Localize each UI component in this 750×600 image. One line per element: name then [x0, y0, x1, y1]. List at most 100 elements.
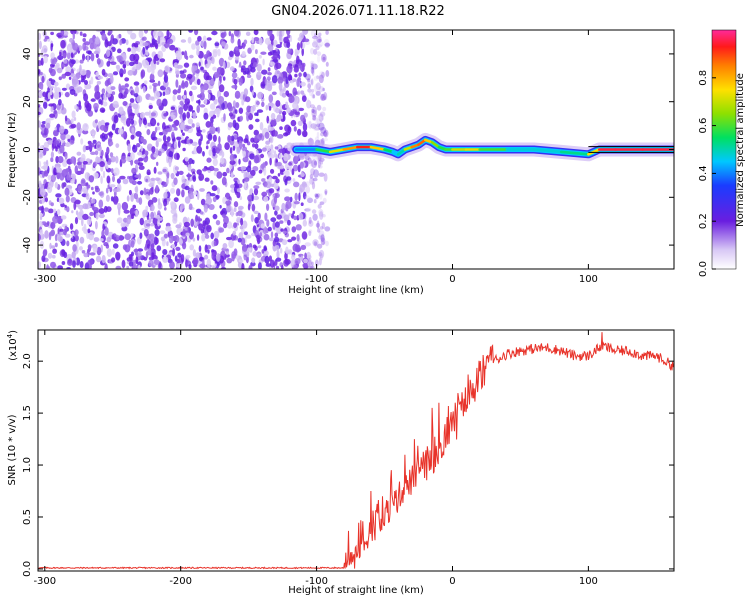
noise-blob — [187, 217, 190, 223]
noise-blob — [264, 212, 268, 222]
noise-blob — [116, 64, 121, 73]
noise-blob — [99, 161, 105, 168]
noise-blob — [71, 210, 74, 214]
noise-blob — [312, 239, 319, 247]
noise-blob — [135, 59, 139, 65]
noise-blob — [158, 132, 164, 136]
noise-blob — [83, 252, 89, 258]
noise-blob — [266, 219, 270, 227]
noise-blob — [237, 210, 243, 217]
noise-blob — [139, 112, 145, 119]
noise-blob — [99, 124, 106, 131]
noise-blob — [129, 61, 135, 67]
noise-blob — [310, 104, 315, 109]
noise-blob — [189, 54, 194, 59]
noise-blob — [267, 151, 273, 159]
noise-blob — [255, 181, 262, 185]
noise-blob — [303, 258, 308, 264]
noise-blob — [228, 112, 234, 117]
noise-blob — [50, 261, 56, 269]
noise-blob — [59, 125, 65, 134]
noise-blob — [61, 103, 64, 111]
noise-blob — [307, 255, 312, 259]
noise-blob — [88, 142, 95, 148]
noise-blob — [248, 124, 254, 130]
signal-segment — [417, 138, 427, 146]
noise-blob — [80, 138, 84, 145]
noise-blob — [320, 233, 325, 241]
noise-blob — [85, 182, 89, 186]
noise-blob — [180, 139, 187, 144]
noise-blob — [246, 247, 252, 253]
noise-blob — [244, 177, 250, 183]
noise-blob — [298, 107, 305, 112]
noise-blob — [42, 147, 50, 152]
noise-blob — [317, 55, 321, 63]
noise-blob — [124, 233, 131, 241]
noise-blob — [155, 42, 159, 50]
noise-blob — [55, 193, 62, 198]
noise-blob — [315, 222, 320, 228]
noise-blob — [70, 156, 77, 164]
noise-blob — [304, 155, 310, 161]
noise-blob — [239, 225, 244, 230]
noise-blob — [142, 59, 150, 69]
noise-blob — [319, 193, 323, 200]
noise-blob — [302, 122, 308, 132]
noise-blob — [58, 197, 65, 204]
noise-blob — [90, 98, 96, 102]
noise-blob — [248, 264, 253, 269]
noise-blob — [38, 53, 41, 57]
noise-blob — [111, 248, 115, 255]
noise-blob — [260, 223, 265, 229]
noise-blob — [207, 140, 210, 144]
noise-blob — [275, 100, 281, 107]
noise-blob — [134, 248, 138, 256]
noise-blob — [130, 134, 135, 140]
noise-blob — [147, 247, 152, 256]
noise-blob — [301, 95, 307, 102]
noise-blob — [141, 37, 145, 41]
noise-blob — [116, 55, 123, 63]
noise-blob — [170, 172, 175, 180]
noise-blob — [319, 157, 325, 162]
noise-blob — [118, 83, 122, 92]
noise-blob — [95, 53, 99, 59]
noise-blob — [235, 102, 240, 108]
noise-blob — [284, 196, 291, 202]
noise-blob — [214, 42, 220, 47]
noise-blob — [199, 188, 205, 192]
noise-blob — [218, 136, 221, 144]
noise-blob — [284, 178, 288, 186]
noise-blob — [188, 30, 193, 33]
noise-blob — [251, 36, 254, 44]
noise-blob — [130, 32, 137, 40]
noise-blob — [274, 221, 280, 228]
noise-blob — [184, 156, 189, 162]
noise-blob — [308, 229, 313, 234]
noise-blob — [43, 170, 49, 177]
noise-blob — [120, 85, 126, 91]
noise-blob — [171, 131, 175, 139]
noise-blob — [50, 105, 54, 113]
noise-blob — [120, 222, 127, 228]
noise-blob — [233, 30, 240, 37]
noise-blob — [131, 66, 136, 72]
noise-blob — [148, 105, 153, 109]
noise-blob — [293, 201, 300, 205]
noise-blob — [57, 55, 64, 61]
noise-blob — [257, 262, 262, 269]
noise-blob — [281, 264, 284, 269]
noise-blob — [310, 30, 317, 37]
noise-blob — [104, 39, 109, 48]
noise-blob — [198, 223, 204, 231]
noise-blob — [305, 185, 311, 194]
noise-blob — [318, 122, 325, 131]
noise-blob — [83, 93, 89, 102]
noise-blob — [314, 242, 319, 248]
noise-blob — [69, 223, 74, 230]
noise-blob — [98, 208, 105, 214]
noise-blob — [78, 104, 82, 110]
noise-blob — [84, 100, 90, 109]
noise-blob — [322, 56, 326, 61]
